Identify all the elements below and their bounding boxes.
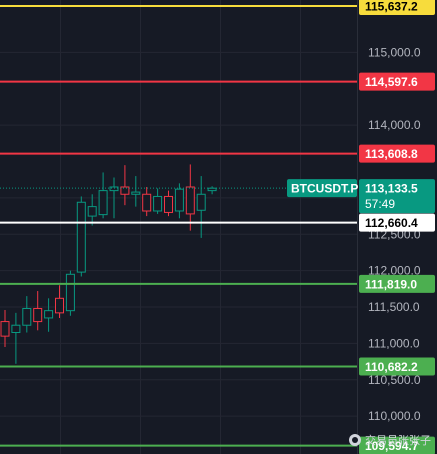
price-lines <box>0 5 357 447</box>
candle-body <box>131 191 141 195</box>
candle-body <box>65 273 75 312</box>
candle-body <box>207 187 217 192</box>
y-tick-label: 114,000.0 <box>368 118 421 132</box>
price-line-label: 109,594.7 <box>365 439 419 453</box>
watermark-text: 交易员张张子 <box>365 434 431 447</box>
y-tick-label: 110,000.0 <box>368 409 421 423</box>
candle-body <box>87 206 97 217</box>
price-line-label-bg <box>359 144 435 163</box>
y-tick-label: 115,000.0 <box>368 45 421 59</box>
price-line-label: 114,597.6 <box>365 75 418 89</box>
watermark-logo-icon <box>349 434 361 446</box>
candle-body <box>55 297 64 314</box>
price-line-label: 111,819.0 <box>365 277 417 291</box>
y-tick-label: 112,000.0 <box>368 264 421 278</box>
price-line-label-bg <box>359 357 435 376</box>
price-line-label-bg <box>359 436 435 454</box>
candle-body <box>76 201 86 273</box>
candle-body <box>44 310 54 319</box>
price-line-label-bg <box>359 72 435 91</box>
y-tick-label: 110,500.0 <box>368 373 421 387</box>
price-labels: 115,637.2 114,597.6 113,608.8 112,660.4 111,… <box>359 0 435 454</box>
candle-body <box>98 190 108 216</box>
symbol-label-bg <box>287 179 357 198</box>
candle-body <box>11 324 21 333</box>
price-line-label: 112,660.4 <box>365 216 418 230</box>
price-line-label-bg <box>359 0 435 16</box>
candle-body <box>109 186 119 192</box>
symbol-label: BTCUSDT.P <box>291 182 358 196</box>
current-price-label-bg <box>359 179 435 214</box>
candle-body <box>22 307 32 326</box>
y-tick-label: 111,000.0 <box>368 336 420 350</box>
price-line-label: 110,682.2 <box>365 360 418 374</box>
current-price-label: 113,133.5 <box>365 182 418 196</box>
candle-body <box>0 321 10 337</box>
candle-body <box>142 193 152 212</box>
price-line-label-bg <box>359 213 435 232</box>
y-tick-label: 111,500.0 <box>368 300 420 314</box>
candle-body <box>185 186 195 215</box>
candles <box>0 164 217 364</box>
candle-body <box>33 307 43 323</box>
candle-body <box>153 195 163 212</box>
candle-body <box>196 193 206 211</box>
watermark: 交易员张张子 <box>349 432 431 448</box>
price-line-label: 113,608.8 <box>365 147 418 161</box>
price-line-label: 115,637.2 <box>365 0 418 14</box>
countdown-label: 57:49 <box>365 197 395 211</box>
candle-body <box>120 186 130 195</box>
current-price-group: BTCUSDT.P 113,133.557:49 <box>0 179 435 214</box>
candle-body <box>164 195 173 213</box>
grid-lines <box>0 0 358 454</box>
price-line-label-bg <box>359 274 435 293</box>
candle-body <box>174 188 184 212</box>
